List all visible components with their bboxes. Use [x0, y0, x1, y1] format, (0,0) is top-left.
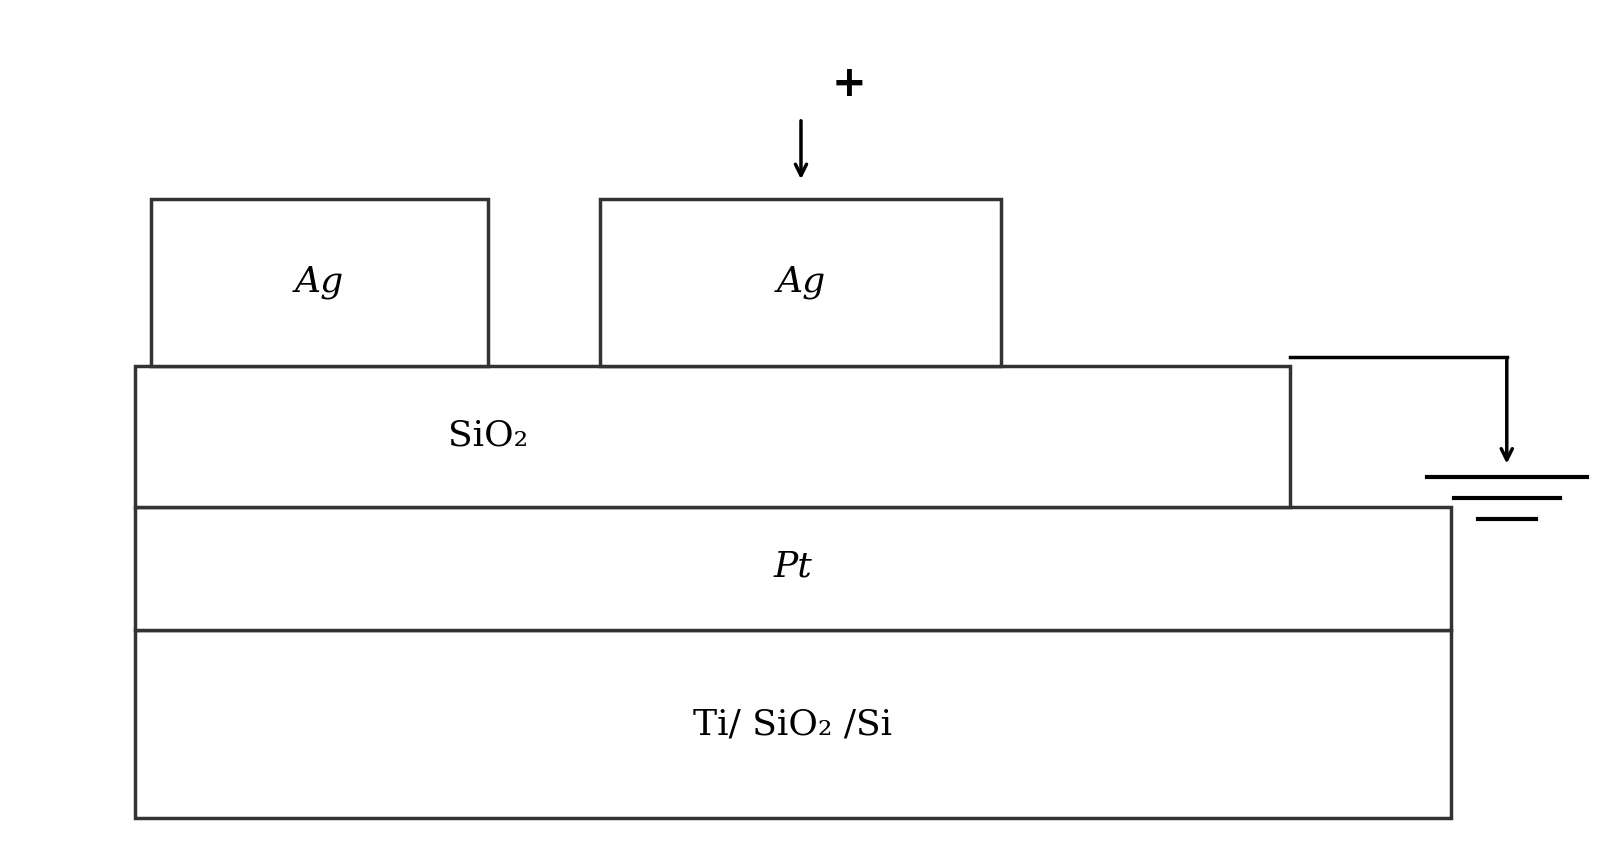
Bar	[136, 630, 1451, 819]
Bar	[152, 199, 489, 365]
Bar	[136, 365, 1290, 507]
Text: Ag: Ag	[294, 265, 345, 299]
Text: Ti/ SiO₂ /Si: Ti/ SiO₂ /Si	[694, 707, 893, 741]
Text: SiO₂: SiO₂	[448, 418, 527, 453]
Text: +: +	[832, 62, 867, 105]
Bar	[600, 199, 1002, 365]
Text: Pt: Pt	[773, 549, 812, 583]
Bar	[136, 507, 1451, 630]
Text: Ag: Ag	[777, 265, 825, 299]
